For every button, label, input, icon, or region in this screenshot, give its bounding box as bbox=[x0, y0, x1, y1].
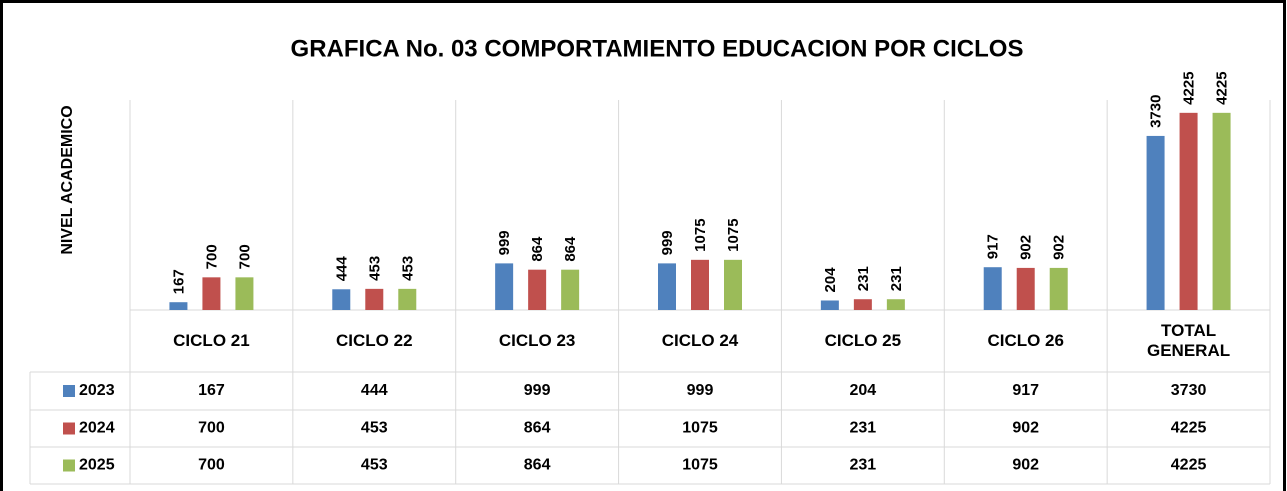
bar bbox=[1179, 112, 1198, 310]
bar bbox=[528, 269, 547, 310]
table-cell: 700 bbox=[198, 457, 225, 474]
data-label: 864 bbox=[562, 236, 579, 262]
x-tick-label: CICLO 25 bbox=[824, 331, 902, 350]
table-cell: 700 bbox=[198, 420, 225, 437]
data-label: 4225 bbox=[1181, 71, 1198, 104]
table-cell: 4225 bbox=[1171, 420, 1207, 437]
data-label: 444 bbox=[333, 256, 350, 282]
data-label: 3730 bbox=[1148, 95, 1165, 128]
table-cell: 999 bbox=[524, 382, 551, 399]
legend-label: 2024 bbox=[79, 420, 115, 437]
x-tick-label: CICLO 22 bbox=[336, 331, 413, 350]
x-tick-label: CICLO 26 bbox=[987, 331, 1064, 350]
bar bbox=[398, 288, 417, 310]
data-label: 453 bbox=[366, 256, 383, 281]
x-tick-label: CICLO 24 bbox=[661, 331, 739, 350]
data-label: 204 bbox=[822, 267, 839, 293]
bar bbox=[1212, 112, 1231, 310]
table-cell: 204 bbox=[850, 382, 877, 399]
table-cell: 231 bbox=[850, 420, 877, 437]
table-cell: 902 bbox=[1012, 420, 1039, 437]
bar bbox=[202, 277, 221, 310]
table-cell: 231 bbox=[850, 457, 877, 474]
data-label: 999 bbox=[496, 230, 513, 255]
table-cell: 999 bbox=[687, 382, 714, 399]
bar bbox=[658, 263, 676, 310]
bar bbox=[853, 299, 872, 310]
x-tick-label: TOTAL GENERAL bbox=[1147, 321, 1231, 360]
data-label: 902 bbox=[1018, 235, 1035, 260]
bar bbox=[820, 300, 839, 310]
legend-swatch bbox=[63, 459, 75, 472]
legend-label: 2023 bbox=[79, 382, 115, 399]
bar bbox=[724, 259, 742, 310]
table-cell: 444 bbox=[361, 382, 388, 399]
data-label: 700 bbox=[236, 244, 253, 269]
table-cell: 864 bbox=[524, 420, 551, 437]
bar bbox=[691, 259, 709, 310]
table-cell: 864 bbox=[524, 457, 551, 474]
bar bbox=[983, 267, 1002, 310]
bar bbox=[235, 277, 254, 310]
data-label: 453 bbox=[399, 256, 416, 281]
bar bbox=[886, 299, 905, 310]
x-tick-label: CICLO 21 bbox=[173, 331, 250, 350]
legend-swatch bbox=[63, 422, 75, 435]
table-cell: 453 bbox=[361, 420, 388, 437]
table-cell: 1075 bbox=[682, 457, 718, 474]
data-label: 167 bbox=[170, 269, 187, 294]
table-cell: 902 bbox=[1012, 457, 1039, 474]
data-label: 231 bbox=[855, 266, 872, 291]
table-cell: 4225 bbox=[1171, 457, 1207, 474]
bar bbox=[495, 263, 514, 310]
data-label: 231 bbox=[888, 266, 905, 291]
legend-swatch bbox=[63, 385, 75, 397]
y-axis-label: NIVEL ACADEMICO bbox=[59, 105, 76, 254]
bar bbox=[1016, 267, 1035, 310]
chart-title: GRAFICA No. 03 COMPORTAMIENTO EDUCACION … bbox=[291, 35, 1024, 62]
table-cell: 917 bbox=[1012, 382, 1039, 399]
bar bbox=[1049, 267, 1068, 310]
data-label: 917 bbox=[985, 234, 1002, 259]
bar bbox=[561, 269, 580, 310]
data-label: 1075 bbox=[692, 218, 709, 251]
bar bbox=[1146, 135, 1165, 310]
legend-label: 2025 bbox=[79, 457, 115, 474]
data-label: 700 bbox=[203, 244, 220, 269]
table-cell: 453 bbox=[361, 457, 388, 474]
table-cell: 167 bbox=[198, 382, 225, 399]
bar bbox=[365, 288, 384, 310]
data-label: 864 bbox=[529, 236, 546, 262]
bar bbox=[332, 289, 351, 310]
x-tick-label: CICLO 23 bbox=[498, 331, 576, 350]
table-cell: 1075 bbox=[682, 420, 718, 437]
bar bbox=[169, 302, 188, 310]
data-label: 4225 bbox=[1214, 71, 1231, 104]
data-label: 1075 bbox=[725, 218, 742, 251]
data-label: 902 bbox=[1051, 235, 1068, 260]
data-label: 999 bbox=[659, 230, 676, 255]
table-cell: 3730 bbox=[1171, 382, 1207, 399]
